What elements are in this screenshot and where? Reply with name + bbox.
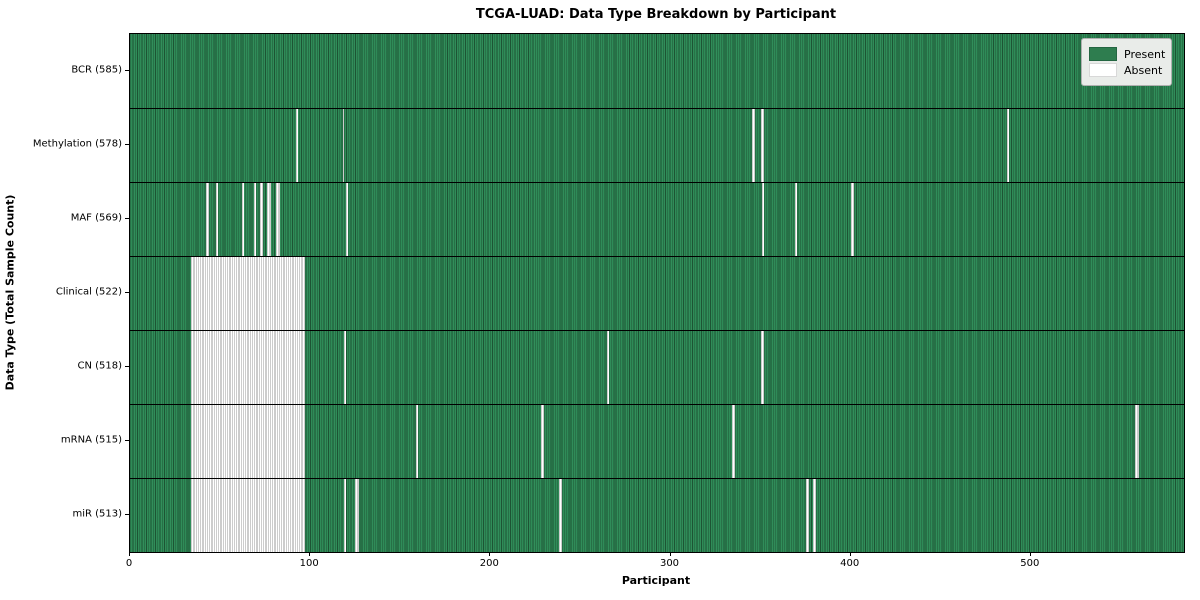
y-tick-label-miR: miR (513) xyxy=(72,508,122,520)
absent-stripe xyxy=(416,404,419,478)
x-tick-label: 400 xyxy=(840,558,860,569)
data-row-CN xyxy=(130,330,1184,404)
absent-stripe xyxy=(205,182,210,256)
absent-stripe xyxy=(794,182,797,256)
row-divider xyxy=(130,404,1184,405)
absent-stripe xyxy=(216,182,219,256)
x-tick-mark xyxy=(669,552,671,556)
absent-stripe xyxy=(751,109,756,183)
absent-stripe xyxy=(191,330,305,404)
x-tick-mark xyxy=(1029,552,1031,556)
absent-swatch-icon xyxy=(1089,63,1117,77)
y-tick-mark xyxy=(125,218,129,219)
chart-title: TCGA-LUAD: Data Type Breakdown by Partic… xyxy=(475,7,837,22)
y-tick-label-Methylation: Methylation (578) xyxy=(32,138,122,150)
row-divider xyxy=(130,256,1184,257)
absent-stripe xyxy=(259,182,264,256)
row-divider xyxy=(130,330,1184,331)
x-tick-mark xyxy=(309,552,311,556)
x-tick-label: 500 xyxy=(1020,558,1040,569)
x-tick-mark xyxy=(849,552,851,556)
data-row-miR xyxy=(130,478,1184,552)
legend-absent-label: Absent xyxy=(1124,63,1163,77)
absent-stripe xyxy=(1007,109,1010,183)
row-divider xyxy=(130,182,1184,183)
absent-stripe xyxy=(241,182,244,256)
absent-stripe xyxy=(558,478,563,552)
absent-stripe xyxy=(540,404,545,478)
row-divider xyxy=(130,478,1184,479)
absent-stripe xyxy=(266,182,271,256)
y-tick-mark xyxy=(125,440,129,441)
data-row-MAF xyxy=(130,182,1184,256)
data-row-BCR xyxy=(130,34,1184,108)
absent-stripe xyxy=(762,182,765,256)
absent-stripe xyxy=(607,330,610,404)
absent-stripe xyxy=(344,478,347,552)
data-row-Methylation xyxy=(130,108,1184,183)
absent-stripe xyxy=(355,478,359,552)
absent-stripe xyxy=(1135,404,1139,478)
x-tick-mark xyxy=(489,552,491,556)
absent-stripe xyxy=(346,182,348,256)
absent-stripe xyxy=(760,330,765,404)
y-tick-mark xyxy=(125,70,129,71)
legend: Present Absent xyxy=(1081,38,1172,86)
present-swatch-icon xyxy=(1089,47,1117,61)
legend-entry-absent: Absent xyxy=(1089,63,1163,77)
absent-stripe xyxy=(275,182,280,256)
x-tick-mark xyxy=(129,552,130,556)
y-tick-label-BCR: BCR (585) xyxy=(71,64,122,76)
absent-stripe xyxy=(805,478,810,552)
data-row-mRNA xyxy=(130,404,1184,478)
x-tick-label: 100 xyxy=(299,558,319,569)
absent-stripe xyxy=(344,330,347,404)
y-tick-label-CN: CN (518) xyxy=(77,360,122,372)
absent-stripe xyxy=(812,478,817,552)
y-tick-label-MAF: MAF (569) xyxy=(70,212,122,224)
absent-stripe xyxy=(191,256,305,330)
absent-stripe xyxy=(295,109,298,183)
absent-stripe xyxy=(191,404,305,478)
x-tick-label: 200 xyxy=(479,558,499,569)
absent-stripe xyxy=(342,109,345,183)
absent-stripe xyxy=(760,109,765,183)
plot-area xyxy=(129,33,1185,553)
x-axis-label: Participant xyxy=(621,574,691,587)
y-tick-mark xyxy=(125,144,129,145)
y-tick-mark xyxy=(125,366,129,367)
absent-stripe xyxy=(731,404,736,478)
legend-entry-present: Present xyxy=(1089,47,1166,61)
y-tick-mark xyxy=(125,514,129,515)
absent-stripe xyxy=(850,182,855,256)
x-tick-label: 0 xyxy=(125,558,133,569)
row-divider xyxy=(130,108,1184,109)
legend-present-label: Present xyxy=(1124,47,1166,61)
y-tick-mark xyxy=(125,292,129,293)
y-tick-label-Clinical: Clinical (522) xyxy=(55,286,122,298)
y-tick-label-mRNA: mRNA (515) xyxy=(60,434,122,446)
data-row-Clinical xyxy=(130,256,1184,330)
absent-stripe xyxy=(254,182,257,256)
absent-stripe xyxy=(191,478,305,552)
y-axis-label: Data Type (Total Sample Count) xyxy=(3,194,17,391)
x-tick-label: 300 xyxy=(659,558,680,569)
